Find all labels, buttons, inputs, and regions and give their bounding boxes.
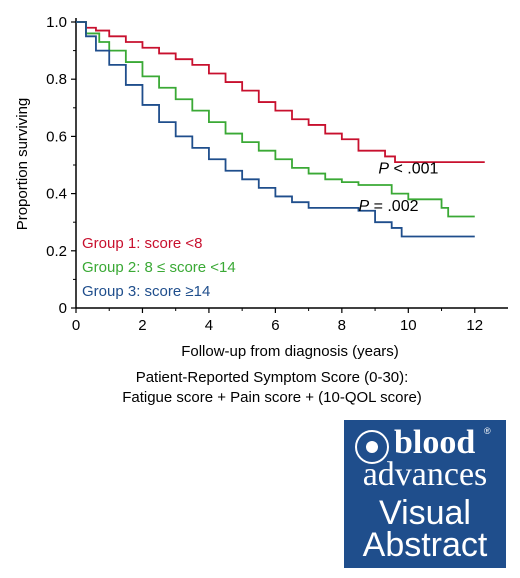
chart-annotations: P < .001 P = .002 [358, 161, 438, 215]
score-caption: Patient-Reported Symptom Score (0-30): F… [0, 368, 520, 408]
y-axis-title: Proportion surviving [14, 98, 31, 231]
y-tick-label: 0.4 [46, 186, 67, 203]
badge-word-abstract: Abstract [362, 526, 488, 564]
x-tick-label: 10 [400, 317, 417, 334]
x-tick-label: 8 [338, 317, 346, 334]
p-value-label-2: P = .002 [358, 198, 418, 215]
p-value-label-1: P < .001 [378, 161, 438, 178]
series-line-group-3 [76, 21, 475, 238]
badge-registered-mark: ® [484, 426, 491, 436]
series-line-group-1 [76, 21, 485, 164]
x-tick-label: 6 [271, 317, 279, 334]
y-tick-label: 0.6 [46, 128, 67, 145]
chart-axes: 0 2 4 6 8 10 12 0 0.2 0.4 0.6 0.8 1.0 [46, 14, 508, 334]
legend-entry-group-1: Group 1: score <8 [82, 235, 202, 252]
badge-word-advances: advances [362, 456, 488, 493]
chart-legend: Group 1: score <8 Group 2: 8 ≤ score <14 G… [82, 235, 236, 300]
x-tick-label: 4 [205, 317, 213, 334]
y-tick-label: 1.0 [46, 14, 67, 31]
x-tick-label: 0 [72, 317, 80, 334]
series-line-group-2 [76, 21, 475, 218]
y-tick-label: 0.2 [46, 243, 67, 260]
badge-word-blood: blood [394, 424, 476, 461]
badge-word-visual: Visual [379, 494, 471, 532]
x-tick-label: 2 [138, 317, 146, 334]
blood-advances-badge: blood ® advances Visual Abstract [344, 420, 506, 568]
y-tick-label: 0.8 [46, 71, 67, 88]
journal-seal-icon [355, 430, 389, 464]
x-axis-title: Follow-up from diagnosis (years) [181, 343, 399, 360]
chart-series [76, 21, 485, 238]
y-tick-label: 0 [59, 300, 67, 317]
legend-entry-group-3: Group 3: score ≥14 [82, 283, 210, 300]
legend-entry-group-2: Group 2: 8 ≤ score <14 [82, 259, 236, 276]
caption-line-1: Patient-Reported Symptom Score (0-30): [135, 369, 409, 386]
survival-chart: 0 2 4 6 8 10 12 0 0.2 0.4 0.6 0.8 1.0 P < .001 P = .0… [14, 14, 508, 360]
x-tick-label: 12 [466, 317, 483, 334]
caption-line-2: Fatigue score + Pain score + (10-QOL sco… [122, 389, 422, 406]
